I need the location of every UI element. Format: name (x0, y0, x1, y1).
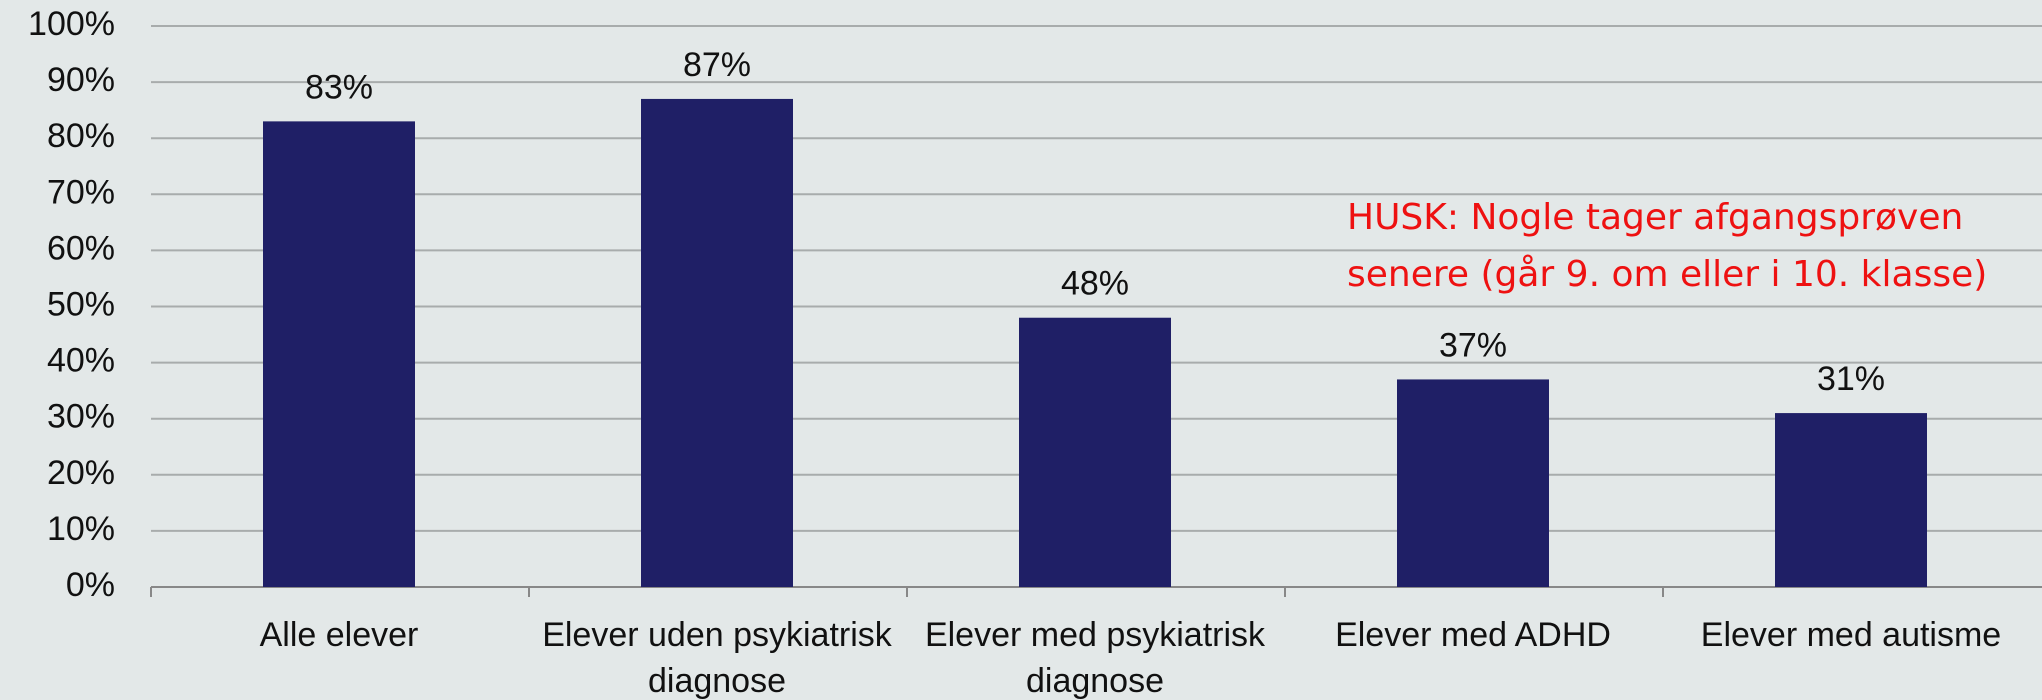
data-label: 83% (305, 68, 373, 106)
annotation: HUSK: Nogle tager afgangsprøven (1347, 197, 1963, 238)
y-tick-label: 100% (28, 5, 115, 43)
y-tick-label: 60% (47, 229, 115, 267)
y-tick-label: 30% (47, 398, 115, 436)
data-label: 87% (683, 46, 751, 84)
bar (1775, 413, 1927, 587)
y-tick-label: 90% (47, 61, 115, 99)
bar (263, 121, 415, 588)
y-tick-label: 80% (47, 117, 115, 155)
y-tick-label: 0% (66, 566, 115, 604)
x-tick-label: Alle elever (259, 616, 419, 654)
bar (1019, 317, 1171, 587)
x-tick-label: Elever uden psykiatrisk diagnose (542, 616, 892, 700)
y-tick-label: 40% (47, 342, 115, 380)
x-tick-label: Elever med autisme (1700, 616, 2002, 654)
data-label: 31% (1817, 360, 1885, 398)
x-tick-label: Elever med ADHD (1335, 616, 1611, 654)
data-label: 37% (1439, 326, 1507, 364)
y-tick-label: 50% (47, 285, 115, 323)
y-tick-label: 70% (47, 173, 115, 211)
y-tick-label: 10% (47, 510, 115, 548)
data-label: 48% (1061, 265, 1129, 303)
x-tick-label: Elever med psykiatrisk diagnose (924, 616, 1266, 700)
bar (641, 98, 793, 588)
y-tick-label: 20% (47, 454, 115, 492)
bar (1397, 379, 1549, 587)
annotation: senere (går 9. om eller i 10. klasse) (1347, 254, 1987, 295)
